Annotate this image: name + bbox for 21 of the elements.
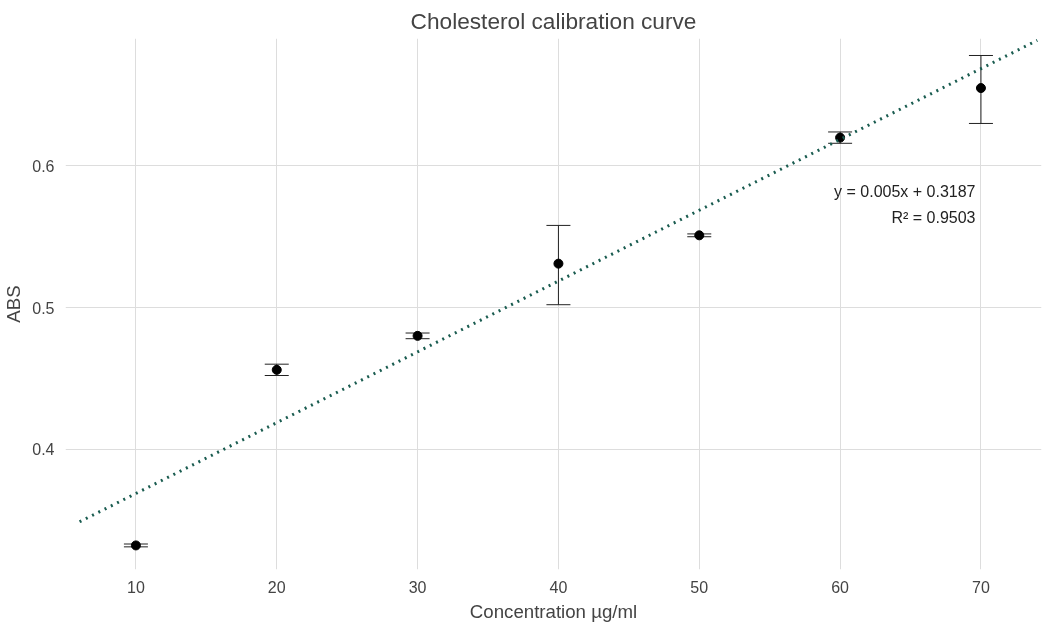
point: [694, 230, 705, 241]
x-tick-label: 60: [831, 578, 850, 596]
x-tick-label: 40: [549, 578, 568, 596]
point: [412, 330, 423, 341]
y-tick-label: 0.6: [32, 157, 55, 175]
point: [271, 364, 282, 375]
y-axis-title: ABS: [3, 285, 25, 323]
x-axis-title: Concentration µg/ml: [469, 600, 638, 622]
x-tick-label: 70: [972, 578, 990, 596]
point: [130, 540, 141, 551]
x-tick-label: 10: [127, 578, 145, 596]
x-tick-label: 20: [267, 578, 286, 596]
x-tick-label: 30: [408, 578, 427, 596]
point: [975, 83, 986, 94]
chart-title: Cholesterol calibration curve: [410, 7, 697, 34]
y-tick-label: 0.4: [32, 441, 55, 459]
y-tick-label: 0.5: [32, 299, 55, 317]
annotation: y = 0.005x + 0.3187: [834, 182, 976, 200]
annotation: R² = 0.9503: [891, 208, 976, 226]
x-tick-label: 50: [690, 578, 709, 596]
point: [553, 258, 564, 269]
